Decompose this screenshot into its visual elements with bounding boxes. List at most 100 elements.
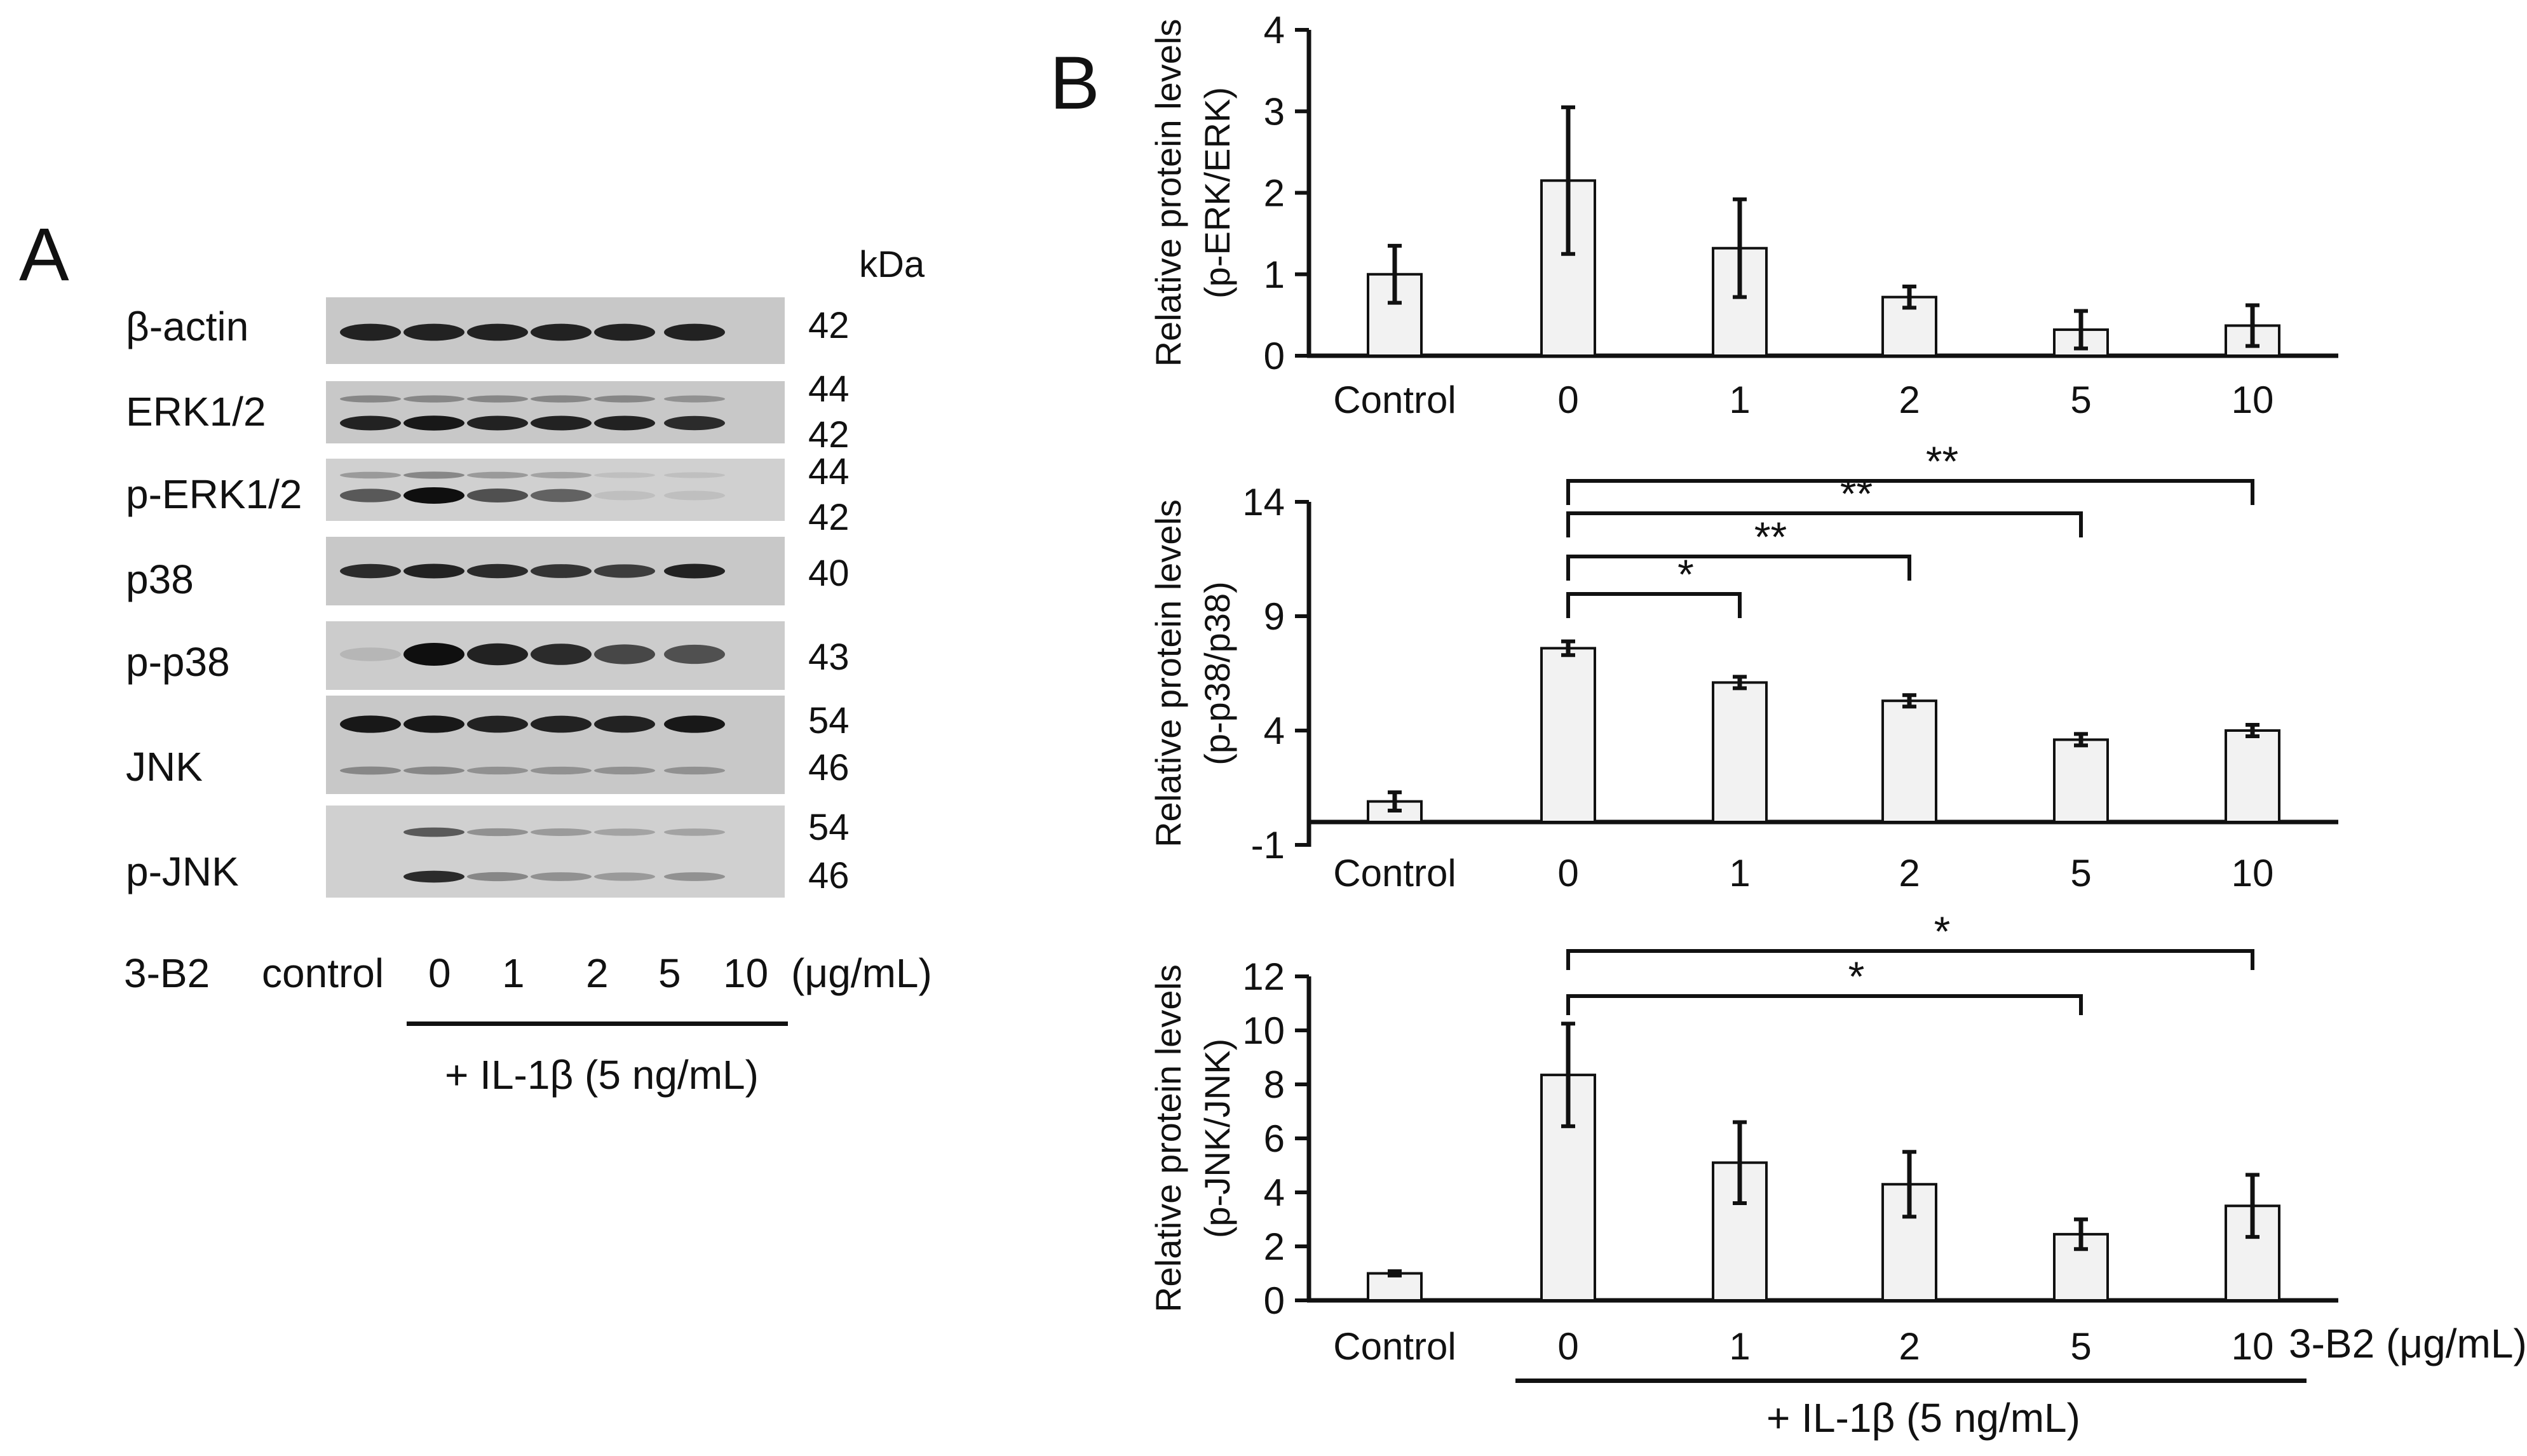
kda-jnk-46: 46 xyxy=(808,747,850,788)
jnk54-band-0 xyxy=(340,715,401,733)
significance-bracket-2-0 xyxy=(1566,994,2083,1015)
bar-2-2 xyxy=(1712,1161,1768,1302)
pjnk46-band-1 xyxy=(403,870,464,883)
y-tick-label-0-4: 4 xyxy=(1264,9,1285,51)
erk44-band-3 xyxy=(531,395,592,403)
erk42-band-2 xyxy=(467,415,528,431)
p38-band-2 xyxy=(467,563,528,579)
perk44-band-3 xyxy=(531,471,592,479)
y-tick-label-1-2: 9 xyxy=(1264,595,1285,638)
p38-band-5 xyxy=(664,563,725,579)
bar-1-5 xyxy=(2225,729,2280,823)
lane-label-1: 1 xyxy=(502,950,525,996)
treatment-label: 3-B2 xyxy=(124,950,210,996)
y-label-2-line1: Relative protein levels xyxy=(1148,964,1188,1312)
b-actin-band-5 xyxy=(664,323,725,341)
pjnk54-band-4 xyxy=(594,828,655,836)
blot-strip-p-jnk xyxy=(326,806,785,898)
il1b-line xyxy=(407,1021,788,1026)
y-tick-label-2-3: 6 xyxy=(1264,1117,1285,1160)
pp38-band-0 xyxy=(340,647,401,661)
jnk54-band-5 xyxy=(664,715,725,733)
p38-band-0 xyxy=(340,563,401,579)
significance-label-1-3: ** xyxy=(1926,438,1958,485)
il1b-label-b: + IL-1β (5 ng/mL) xyxy=(1766,1395,2080,1441)
jnk46-band-3 xyxy=(531,766,592,775)
kda-perk-44: 44 xyxy=(808,451,850,492)
significance-bracket-1-0 xyxy=(1566,592,1742,618)
x-tick-label-2-1: 0 xyxy=(1557,1325,1578,1368)
pjnk54-band-3 xyxy=(531,828,592,836)
y-tick-label-0-0: 0 xyxy=(1264,335,1285,377)
erk42-band-0 xyxy=(340,415,401,431)
blot-strip-p38 xyxy=(326,537,785,605)
jnk54-band-2 xyxy=(467,715,528,733)
perk42-band-5 xyxy=(664,490,725,501)
b-actin-band-4 xyxy=(594,323,655,341)
perk42-band-0 xyxy=(340,489,401,502)
jnk54-band-1 xyxy=(403,715,464,733)
pjnk46-band-4 xyxy=(594,872,655,881)
perk44-band-0 xyxy=(340,471,401,479)
erk42-band-3 xyxy=(531,415,592,431)
x-tick-label-2-0: Control xyxy=(1333,1325,1456,1368)
x-tick-label-2-5: 10 xyxy=(2232,1325,2274,1368)
perk44-band-4 xyxy=(594,472,655,478)
x-tick-label-0-4: 5 xyxy=(2070,379,2091,421)
x-tick-label-0-3: 2 xyxy=(1899,379,1920,421)
kda-jnk-54: 54 xyxy=(808,700,850,741)
pp38-band-3 xyxy=(531,644,592,665)
perk44-band-5 xyxy=(664,472,725,478)
pp38-band-5 xyxy=(664,644,725,664)
erk44-band-4 xyxy=(594,395,655,403)
perk44-band-1 xyxy=(403,471,464,479)
significance-bracket-1-3 xyxy=(1566,479,2254,505)
bar-1-3 xyxy=(1881,699,1937,823)
perk42-band-4 xyxy=(594,490,655,501)
erk44-band-1 xyxy=(403,395,464,403)
jnk46-band-5 xyxy=(664,766,725,775)
bar-1-1 xyxy=(1540,647,1596,824)
pp38-band-1 xyxy=(403,643,464,666)
bar-1-4 xyxy=(2053,738,2109,824)
perk42-band-3 xyxy=(531,489,592,502)
y-tick-label-2-5: 10 xyxy=(1242,1009,1285,1052)
bar-0-3 xyxy=(1881,295,1937,357)
b-actin-band-2 xyxy=(467,323,528,341)
erk44-band-2 xyxy=(467,395,528,403)
y-tick-label-2-2: 4 xyxy=(1264,1171,1285,1214)
jnk46-band-2 xyxy=(467,766,528,775)
pjnk46-band-3 xyxy=(531,872,592,881)
significance-label-1-0: * xyxy=(1677,551,1694,598)
perk42-band-1 xyxy=(403,487,464,504)
y-tick-label-2-1: 2 xyxy=(1264,1225,1285,1268)
lane-label-5: 5 xyxy=(658,950,681,996)
y-tick-label-1-1: 4 xyxy=(1264,710,1285,752)
lane-label-control: control xyxy=(262,950,384,996)
jnk54-band-4 xyxy=(594,715,655,733)
y-label-2-line2: (p-JNK/JNK) xyxy=(1197,1039,1237,1238)
b-actin-band-1 xyxy=(403,323,464,341)
blot-label-b-actin: β-actin xyxy=(126,304,249,349)
significance-bracket-1-2 xyxy=(1566,511,2083,537)
kda-p38: 40 xyxy=(808,553,850,594)
panel-b-letter: B xyxy=(1050,41,1100,125)
blot-label-p38: p38 xyxy=(126,556,194,602)
x-tick-label-1-5: 10 xyxy=(2232,852,2274,894)
blot-label-p-erk: p-ERK1/2 xyxy=(126,471,302,517)
jnk54-band-3 xyxy=(531,715,592,733)
erk42-band-5 xyxy=(664,415,725,431)
significance-bracket-2-1 xyxy=(1566,949,2254,970)
b-actin-band-0 xyxy=(340,323,401,341)
x-tick-label-1-4: 5 xyxy=(2070,852,2091,894)
panel-a-letter: A xyxy=(19,213,69,297)
significance-bracket-1-1 xyxy=(1566,555,1911,581)
p38-band-3 xyxy=(531,564,592,578)
pjnk46-band-2 xyxy=(467,872,528,882)
blot-strip-b-actin xyxy=(326,297,785,364)
lane-label-2: 2 xyxy=(586,950,609,996)
y-tick-label-0-2: 2 xyxy=(1264,172,1285,215)
kda-pjnk-54: 54 xyxy=(808,807,850,848)
kda-erk-44: 44 xyxy=(808,368,850,410)
